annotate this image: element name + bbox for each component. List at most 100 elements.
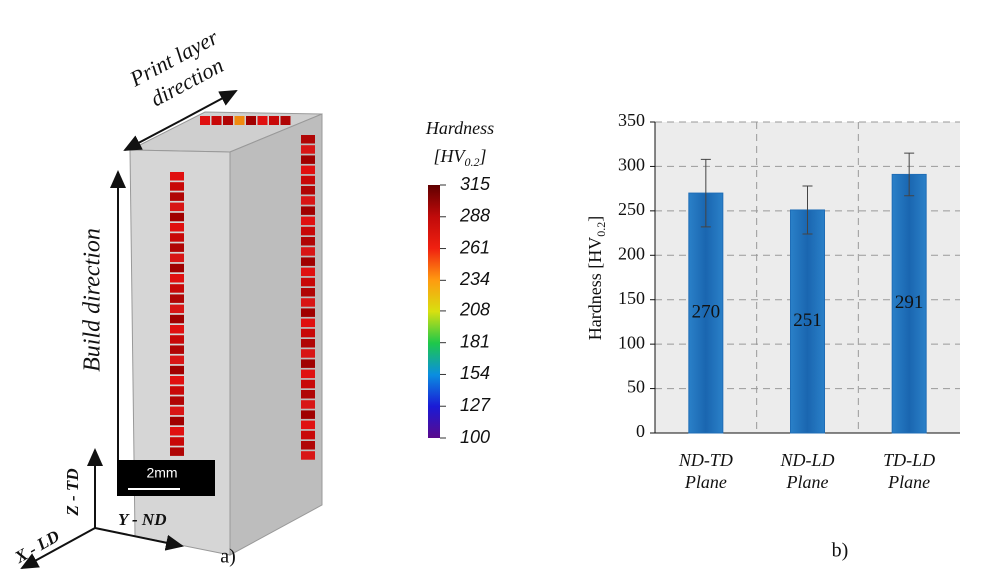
x-tick-label: ND-TD Plane	[678, 450, 733, 492]
bar	[688, 192, 724, 434]
measurement-points	[170, 116, 315, 460]
indent	[301, 390, 315, 399]
indent	[301, 155, 315, 164]
value-label: 270	[692, 301, 721, 322]
indent	[170, 406, 184, 416]
indent	[170, 202, 184, 212]
indent	[246, 116, 256, 125]
indent	[301, 400, 315, 409]
indent	[170, 274, 184, 283]
indent	[170, 304, 184, 314]
indent	[301, 165, 315, 175]
indent	[170, 447, 184, 456]
colorbar-unit: [HV0.2]	[433, 146, 486, 169]
indent	[170, 427, 184, 436]
colorbar	[428, 185, 440, 438]
indent	[234, 116, 245, 125]
indent	[301, 186, 315, 195]
y-label: Hardness [HV	[585, 237, 605, 340]
indent	[301, 339, 315, 348]
indent	[301, 267, 315, 277]
indent	[301, 226, 315, 236]
indent	[301, 175, 315, 185]
indent	[170, 365, 184, 375]
indent	[170, 386, 184, 395]
indent	[269, 116, 279, 125]
x-tick-label: ND-LD Plane	[780, 450, 835, 492]
indent	[170, 253, 184, 263]
indent	[301, 451, 315, 460]
axis-arrow	[94, 527, 184, 551]
y-tick-label: 50	[627, 377, 645, 397]
indent	[301, 196, 315, 205]
indent	[170, 233, 184, 242]
indent	[170, 314, 184, 324]
indent	[301, 430, 315, 440]
axis-label: X - LD	[11, 526, 63, 567]
indent	[170, 172, 184, 181]
indent	[170, 192, 184, 201]
y-tick-label: 150	[618, 288, 645, 308]
indent	[301, 441, 315, 450]
indent	[301, 288, 315, 297]
indent	[170, 263, 184, 273]
indent	[170, 223, 184, 232]
error-bar	[700, 158, 711, 228]
indent	[170, 355, 184, 365]
indent	[301, 410, 315, 419]
unit: [HV	[433, 146, 466, 166]
x-tick-label: TD-LD Plane	[883, 450, 936, 492]
axis-label: Z - TD	[63, 468, 82, 516]
indent	[301, 328, 315, 338]
arrow	[123, 120, 181, 151]
indent	[301, 349, 315, 358]
y-tick-label: 0	[636, 421, 645, 441]
arrow	[179, 90, 238, 122]
unit-end: ]	[478, 146, 486, 166]
indent	[301, 145, 315, 154]
indent	[170, 345, 184, 354]
indent	[170, 182, 184, 191]
build-direction-label: Build direction	[80, 228, 106, 372]
indent	[170, 325, 184, 334]
indent	[170, 243, 184, 252]
indent	[211, 116, 222, 125]
axis-arrow	[20, 527, 96, 569]
indent	[223, 116, 233, 125]
colorbar-title: Hardness	[425, 118, 494, 138]
indent	[257, 116, 268, 125]
axis-label: Y - ND	[118, 510, 166, 529]
indent	[301, 135, 315, 144]
indent	[301, 216, 315, 226]
y-tick-label: 350	[618, 110, 645, 130]
unit-sub: 0.2	[464, 155, 479, 169]
indent	[170, 284, 184, 293]
colorbar-tick-label: 208	[459, 300, 490, 320]
indent	[170, 416, 184, 426]
colorbar-tick-label: 154	[460, 363, 490, 383]
y-tick-label: 300	[618, 155, 645, 175]
indent	[301, 359, 315, 368]
y-tick-label: 250	[618, 199, 645, 219]
colorbar-tick-label: 261	[459, 237, 490, 257]
y-tick-label: 100	[618, 332, 645, 352]
indent	[170, 335, 184, 344]
indent	[200, 116, 210, 125]
indent	[170, 376, 184, 385]
panel-label: a)	[220, 546, 236, 568]
colorbar-tick-label: 100	[460, 427, 490, 447]
indent	[170, 437, 184, 446]
y-label-end: ]	[585, 216, 605, 222]
colorbar-tick-label: 288	[459, 206, 490, 226]
indent	[280, 116, 291, 125]
value-label: 291	[895, 292, 924, 313]
bar	[790, 209, 825, 434]
indent	[301, 369, 315, 379]
indent	[301, 379, 315, 389]
indent	[301, 318, 315, 328]
error-bar	[904, 152, 915, 197]
colorbar-tick-label: 315	[460, 174, 491, 194]
panel-label: b)	[832, 540, 849, 562]
